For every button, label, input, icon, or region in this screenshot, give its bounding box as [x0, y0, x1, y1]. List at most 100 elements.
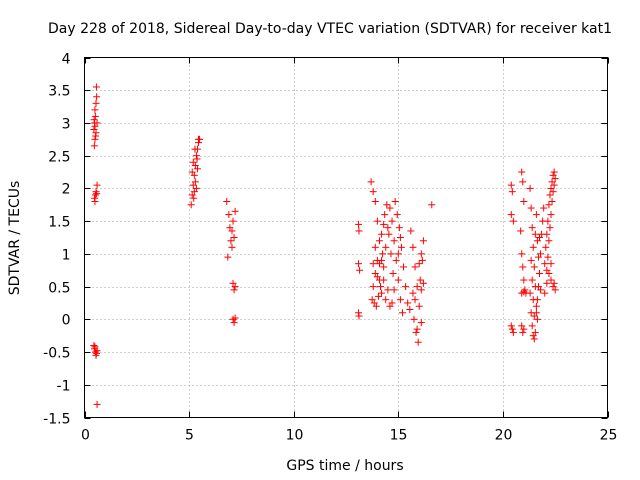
data-point: [551, 286, 559, 294]
data-point: [384, 286, 392, 294]
data-point: [543, 279, 551, 287]
data-point: [372, 302, 380, 310]
data-point: [550, 181, 558, 189]
data-point: [91, 191, 99, 199]
data-point: [92, 83, 100, 91]
data-point: [412, 328, 420, 336]
data-point: [189, 158, 197, 166]
data-point: [192, 152, 200, 160]
data-point: [404, 299, 412, 307]
data-point: [190, 194, 198, 202]
data-point: [507, 181, 515, 189]
data-point: [90, 116, 98, 124]
data-point: [369, 260, 377, 268]
data-point: [546, 191, 554, 199]
x-tick-label: 20: [495, 428, 513, 444]
data-point: [355, 220, 363, 228]
data-point: [193, 165, 201, 173]
data-point: [541, 260, 549, 268]
data-point: [93, 400, 101, 408]
data-point: [398, 309, 406, 317]
data-point: [544, 253, 552, 261]
data-point: [196, 135, 204, 143]
data-point: [520, 325, 528, 333]
data-point: [517, 227, 525, 235]
data-points: [90, 83, 559, 408]
data-point: [396, 234, 404, 241]
data-point: [509, 217, 517, 225]
data-point: [407, 227, 415, 235]
data-point: [356, 266, 364, 274]
data-point: [231, 314, 239, 322]
y-tick-label: 3.5: [48, 84, 70, 100]
data-point: [227, 237, 235, 245]
data-point: [519, 263, 527, 271]
data-point: [193, 155, 201, 163]
data-point: [91, 343, 99, 351]
data-point: [547, 276, 555, 284]
y-axis-tick-labels: -1.5 -1 -0.5 0 0.5 1 1.5 2 2.5 3 3.5 4: [43, 52, 70, 428]
data-point: [225, 211, 233, 219]
data-point: [369, 188, 377, 196]
x-axis-title: GPS time / hours: [286, 458, 403, 474]
y-tick-label: 1.5: [48, 215, 70, 231]
y-tick-label: 2.5: [48, 150, 70, 166]
data-point: [378, 230, 386, 238]
plot-frame: [84, 57, 608, 418]
data-point: [390, 286, 398, 294]
data-point: [518, 250, 526, 258]
data-point: [355, 227, 363, 235]
data-point: [392, 256, 400, 264]
data-point: [228, 243, 236, 251]
data-point: [373, 217, 381, 225]
data-point: [413, 283, 421, 291]
y-tick-label: 0: [62, 313, 71, 329]
data-point: [374, 292, 382, 300]
data-point: [397, 243, 405, 251]
data-point: [378, 289, 386, 297]
y-tick-label: -0.5: [43, 346, 70, 362]
data-point: [531, 328, 539, 336]
data-point: [544, 217, 552, 225]
data-point: [389, 270, 397, 277]
data-point: [550, 168, 558, 176]
data-point: [550, 279, 558, 287]
data-point: [190, 188, 198, 196]
data-point: [409, 289, 417, 297]
data-point: [545, 201, 553, 209]
data-point: [382, 243, 390, 251]
data-point: [388, 217, 396, 225]
data-point: [533, 315, 541, 323]
data-point: [187, 201, 195, 209]
data-point: [400, 263, 408, 271]
data-point: [387, 250, 395, 258]
y-tick-label: 4: [62, 52, 71, 68]
data-point: [520, 198, 528, 205]
data-point: [377, 283, 385, 291]
data-point: [396, 296, 404, 304]
data-point: [409, 243, 417, 251]
data-point: [418, 256, 426, 264]
data-point: [415, 302, 423, 310]
data-point: [231, 207, 239, 215]
data-point: [386, 204, 394, 212]
data-point: [540, 204, 548, 212]
data-point: [379, 250, 387, 258]
data-point: [410, 315, 418, 323]
data-point: [528, 322, 536, 330]
data-point: [508, 325, 516, 333]
data-point: [91, 106, 99, 114]
data-point: [546, 224, 554, 232]
y-tick-label: 2: [62, 182, 71, 198]
data-point: [381, 211, 389, 219]
data-point: [373, 273, 381, 281]
x-axis-tick-labels: 0 5 10 15 20 25: [81, 428, 617, 444]
data-point: [93, 181, 101, 189]
data-point: [375, 237, 383, 245]
data-point: [402, 283, 410, 291]
data-point: [529, 296, 537, 304]
data-point: [414, 338, 422, 346]
data-point: [380, 263, 388, 271]
data-point: [224, 253, 232, 261]
data-point: [519, 178, 527, 186]
